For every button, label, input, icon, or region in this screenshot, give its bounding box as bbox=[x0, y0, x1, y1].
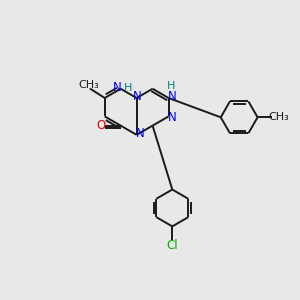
Text: N: N bbox=[168, 110, 176, 124]
Text: N: N bbox=[136, 127, 145, 140]
Text: CH₃: CH₃ bbox=[78, 80, 99, 90]
Text: H: H bbox=[167, 81, 176, 91]
Text: N: N bbox=[168, 90, 176, 103]
Text: H: H bbox=[124, 82, 133, 93]
Text: CH₃: CH₃ bbox=[268, 112, 289, 122]
Text: N: N bbox=[133, 90, 142, 103]
Text: O: O bbox=[97, 118, 106, 131]
Text: Cl: Cl bbox=[167, 238, 178, 252]
Text: N: N bbox=[112, 81, 121, 94]
